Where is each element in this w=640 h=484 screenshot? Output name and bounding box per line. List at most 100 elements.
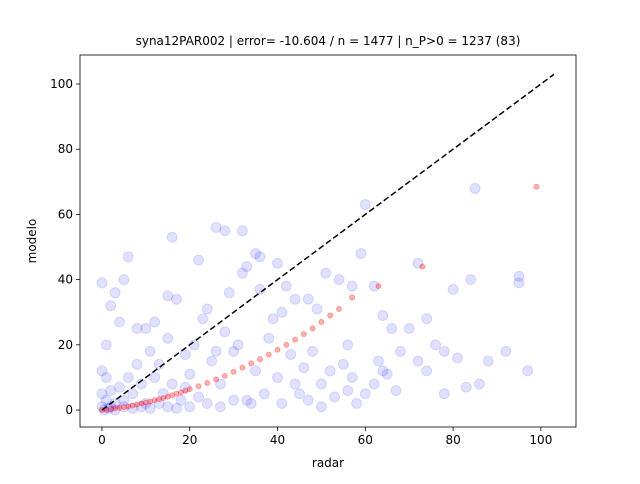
x-tick-label: 20 xyxy=(182,433,197,447)
scatter-point xyxy=(193,254,205,266)
scatter-point xyxy=(127,388,139,400)
scatter-point xyxy=(131,323,143,335)
scatter-point xyxy=(381,368,393,380)
scatter-point xyxy=(335,305,342,312)
scatter-point xyxy=(169,392,176,399)
scatter-point xyxy=(419,263,426,270)
scatter-point xyxy=(359,388,371,400)
scatter-point xyxy=(140,398,152,410)
scatter-point xyxy=(151,397,158,404)
scatter-point xyxy=(100,394,112,406)
scatter-point xyxy=(349,294,356,301)
scatter-point xyxy=(144,402,156,414)
scatter-point xyxy=(129,402,136,409)
scatter-point xyxy=(107,406,114,413)
x-axis-label: radar xyxy=(312,456,344,470)
scatter-point xyxy=(351,398,363,410)
scatter-point xyxy=(500,345,512,357)
scatter-point xyxy=(219,326,231,338)
scatter-point xyxy=(201,398,213,410)
scatter-point xyxy=(250,248,262,260)
scatter-point xyxy=(337,358,349,370)
reference-line xyxy=(101,73,555,411)
scatter-point xyxy=(153,398,165,410)
scatter-point xyxy=(430,339,442,351)
scatter-point xyxy=(522,365,534,377)
scatter-point xyxy=(179,349,191,361)
scatter-point xyxy=(210,345,222,357)
scatter-point xyxy=(214,378,226,390)
scatter-point xyxy=(300,331,307,338)
scatter-point xyxy=(96,277,108,289)
scatter-point xyxy=(135,401,147,413)
scatter-point xyxy=(280,280,292,292)
y-tick-label: 60 xyxy=(58,207,73,221)
scatter-point xyxy=(250,365,262,377)
scatter-point xyxy=(241,261,253,273)
scatter-point xyxy=(140,323,152,335)
scatter-point xyxy=(274,346,281,353)
scatter-point xyxy=(134,401,141,408)
scatter-point xyxy=(131,358,143,370)
scatter-point xyxy=(230,368,237,375)
scatter-point xyxy=(394,345,406,357)
scatter-point xyxy=(96,365,108,377)
scatter-point xyxy=(166,378,178,390)
scatter-point xyxy=(122,251,134,263)
scatter-point xyxy=(254,251,266,263)
scatter-point xyxy=(386,323,398,335)
scatter-point xyxy=(195,383,202,390)
scatter-point xyxy=(377,365,389,377)
scatter-point xyxy=(193,391,205,403)
scatter-point xyxy=(125,403,132,410)
scatter-point xyxy=(147,398,154,405)
scatter-point xyxy=(122,371,134,383)
y-tick-label: 20 xyxy=(58,338,73,352)
scatter-point xyxy=(184,368,196,380)
scatter-point xyxy=(327,312,334,319)
scatter-point xyxy=(135,378,147,390)
scatter-point xyxy=(258,388,270,400)
scatter-point xyxy=(289,378,301,390)
scatter-point xyxy=(245,398,257,410)
scatter-point xyxy=(482,355,494,367)
scatter-point xyxy=(342,384,354,396)
y-axis-label: modelo xyxy=(25,219,39,264)
scatter-point xyxy=(162,290,174,302)
scatter-point xyxy=(368,280,380,292)
scatter-point xyxy=(311,303,323,315)
x-tick-label: 80 xyxy=(445,433,460,447)
scatter-point xyxy=(256,356,263,363)
scatter-point xyxy=(228,394,240,406)
scatter-point xyxy=(162,401,174,413)
x-tick-label: 0 xyxy=(98,433,106,447)
scatter-point xyxy=(116,404,123,411)
scatter-point xyxy=(182,387,189,394)
scatter-point xyxy=(236,267,248,279)
scatter-point xyxy=(315,378,327,390)
scatter-point xyxy=(267,313,279,325)
scatter-point xyxy=(213,376,220,383)
scatter-point xyxy=(320,267,332,279)
scatter-point xyxy=(166,231,178,243)
scatter-point xyxy=(390,384,402,396)
scatter-point xyxy=(248,360,255,367)
scatter-point xyxy=(298,362,310,374)
scatter-point xyxy=(346,371,358,383)
scatter-point xyxy=(368,378,380,390)
scatter-point xyxy=(412,355,424,367)
scatter-point xyxy=(149,316,161,328)
scatter-point xyxy=(438,345,450,357)
scatter-point xyxy=(232,339,244,351)
scatter-point xyxy=(184,401,196,413)
scatter-point xyxy=(171,293,183,305)
scatter-point xyxy=(318,319,325,326)
scatter-point xyxy=(451,352,463,364)
scatter-point xyxy=(285,349,297,361)
scatter-point xyxy=(307,345,319,357)
scatter-point xyxy=(324,365,336,377)
scatter-point xyxy=(302,293,314,305)
x-tick-label: 60 xyxy=(358,433,373,447)
scatter-point xyxy=(241,394,253,406)
